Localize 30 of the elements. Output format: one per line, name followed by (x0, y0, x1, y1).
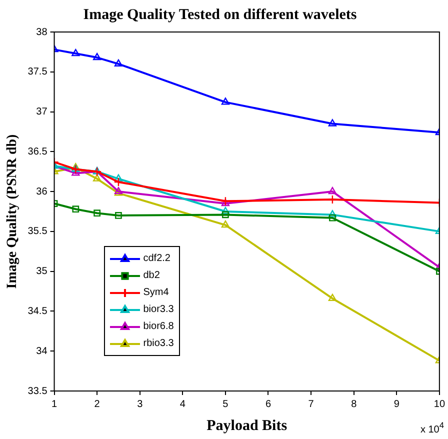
legend-label: db2 (143, 270, 160, 281)
legend-label: cdf2.2 (143, 253, 170, 264)
x-tick-label: 3 (137, 398, 144, 410)
y-tick-label: 38 (36, 26, 48, 38)
y-tick-label: 36 (36, 186, 48, 198)
text: x 10$^{4}$ (420, 420, 444, 435)
y-tick-label: 34.5 (28, 306, 48, 317)
y-tick-label: 33.5 (28, 386, 48, 397)
x-tick-label: 4 (180, 398, 186, 410)
x-tick-label: 1 (51, 398, 58, 410)
x-tick-label: 5 (222, 398, 229, 410)
x-axis-title: Payload Bits (206, 418, 288, 434)
y-tick-label: 34 (36, 346, 48, 357)
y-tick-label: 36.5 (28, 146, 48, 158)
y-axis-title: Image Quality (PSNR db) (5, 134, 20, 289)
x-tick-label: 7 (308, 398, 314, 410)
legend-label: bior3.3 (143, 304, 174, 315)
x-tick-label: 9 (394, 398, 400, 410)
x-tick-label: 10 (434, 398, 446, 410)
x-tick-label: 6 (265, 398, 272, 410)
y-tick-label: 35.5 (28, 226, 48, 238)
chart-title: Image Quality Tested on different wavelets (83, 6, 357, 23)
x-tick-label: 8 (351, 398, 358, 410)
x-tick-label: 2 (94, 398, 100, 410)
y-tick-label: 35 (36, 266, 48, 278)
legend-label: rbio3.3 (143, 338, 174, 349)
legend-label: bior6.8 (143, 321, 174, 332)
y-tick-label: 37 (36, 106, 48, 118)
y-tick-label: 37.5 (28, 66, 48, 78)
legend-label: Sym4 (143, 287, 169, 298)
